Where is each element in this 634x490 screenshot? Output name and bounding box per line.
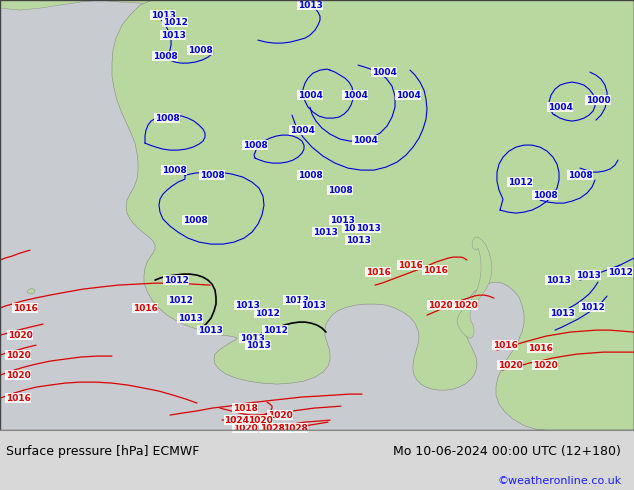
Text: 1004: 1004 xyxy=(297,91,323,99)
Text: 1013: 1013 xyxy=(178,314,202,322)
Text: 1013: 1013 xyxy=(240,334,264,343)
Text: 1020: 1020 xyxy=(453,300,477,310)
Text: 1004: 1004 xyxy=(548,102,573,112)
Text: 1012: 1012 xyxy=(579,303,604,312)
Text: 1013: 1013 xyxy=(245,341,271,349)
Text: 1008: 1008 xyxy=(183,216,207,224)
Text: 1013: 1013 xyxy=(235,300,259,310)
Text: 1012: 1012 xyxy=(164,275,188,285)
Text: 1004: 1004 xyxy=(290,125,314,135)
Text: Surface pressure [hPa] ECMWF: Surface pressure [hPa] ECMWF xyxy=(6,444,200,458)
Text: 1016: 1016 xyxy=(13,304,37,313)
Text: 1013: 1013 xyxy=(301,300,325,310)
Text: 1016: 1016 xyxy=(6,393,30,403)
Text: 1004: 1004 xyxy=(372,68,396,76)
Text: 1020: 1020 xyxy=(6,351,30,360)
Text: 1013: 1013 xyxy=(356,223,380,233)
Text: 1013: 1013 xyxy=(150,11,176,20)
Text: 1008: 1008 xyxy=(188,46,212,54)
Text: 1028: 1028 xyxy=(283,424,307,433)
Text: 1012: 1012 xyxy=(255,309,280,318)
Text: 1012: 1012 xyxy=(167,295,193,305)
Text: 1012: 1012 xyxy=(262,326,287,335)
Text: Mo 10-06-2024 00:00 UTC (12+180): Mo 10-06-2024 00:00 UTC (12+180) xyxy=(394,444,621,458)
Text: 1008: 1008 xyxy=(155,114,179,122)
Text: 1020: 1020 xyxy=(498,361,522,369)
Text: 1016: 1016 xyxy=(366,268,391,277)
Polygon shape xyxy=(0,0,634,430)
Polygon shape xyxy=(0,0,634,430)
Text: 1004: 1004 xyxy=(396,91,420,99)
Text: 1016: 1016 xyxy=(527,343,552,353)
Text: 1013: 1013 xyxy=(283,295,308,305)
Text: 1013: 1013 xyxy=(198,326,223,335)
Text: 1020: 1020 xyxy=(233,424,257,433)
Text: 1028: 1028 xyxy=(259,424,285,433)
Text: 1013: 1013 xyxy=(342,223,368,233)
Text: 1016: 1016 xyxy=(493,341,517,349)
Text: 1024: 1024 xyxy=(266,424,290,433)
Text: 1004: 1004 xyxy=(353,136,377,145)
Text: 1020: 1020 xyxy=(268,411,292,419)
Text: 1020: 1020 xyxy=(6,370,30,380)
Text: 1013: 1013 xyxy=(297,0,323,10)
Text: 1013: 1013 xyxy=(160,30,185,40)
Text: 1016: 1016 xyxy=(423,266,448,274)
Text: 1013: 1013 xyxy=(550,309,574,318)
Text: 1000: 1000 xyxy=(586,96,611,104)
Text: 1008: 1008 xyxy=(200,171,224,180)
Text: 1012: 1012 xyxy=(508,177,533,187)
Polygon shape xyxy=(0,0,634,20)
Text: 1012: 1012 xyxy=(607,268,633,277)
Text: 1018: 1018 xyxy=(233,404,257,413)
Text: 1024: 1024 xyxy=(224,416,250,425)
Text: 1013: 1013 xyxy=(576,270,600,280)
Text: 1008: 1008 xyxy=(297,171,322,180)
Text: 1016: 1016 xyxy=(133,304,157,313)
Text: 1008: 1008 xyxy=(567,171,592,180)
Text: 1004: 1004 xyxy=(342,91,368,99)
Text: 1013: 1013 xyxy=(330,216,354,224)
Text: 1013: 1013 xyxy=(546,275,571,285)
Text: 1016: 1016 xyxy=(398,261,422,270)
Text: 1020: 1020 xyxy=(427,300,453,310)
Polygon shape xyxy=(112,0,634,430)
Polygon shape xyxy=(457,237,492,338)
Text: 1008: 1008 xyxy=(243,141,268,149)
Text: 1008: 1008 xyxy=(153,51,178,61)
Text: 1020: 1020 xyxy=(8,331,32,340)
Text: 1013: 1013 xyxy=(346,236,370,245)
Text: 1012: 1012 xyxy=(162,18,188,26)
Text: 1008: 1008 xyxy=(533,191,557,199)
Text: 1008: 1008 xyxy=(162,166,186,174)
Polygon shape xyxy=(27,288,35,294)
Text: ©weatheronline.co.uk: ©weatheronline.co.uk xyxy=(497,476,621,486)
Text: 1013: 1013 xyxy=(313,228,337,237)
Text: 1008: 1008 xyxy=(328,186,353,195)
Text: 1020: 1020 xyxy=(248,416,273,425)
Text: 1020: 1020 xyxy=(533,361,557,369)
